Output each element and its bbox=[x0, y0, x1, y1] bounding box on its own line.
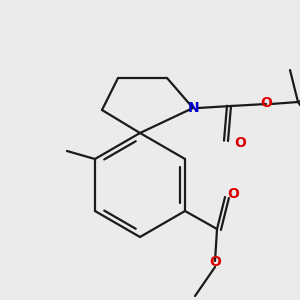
Text: O: O bbox=[227, 187, 239, 201]
Text: O: O bbox=[209, 255, 221, 269]
Text: O: O bbox=[234, 136, 246, 150]
Text: N: N bbox=[188, 101, 200, 115]
Text: O: O bbox=[260, 96, 272, 110]
